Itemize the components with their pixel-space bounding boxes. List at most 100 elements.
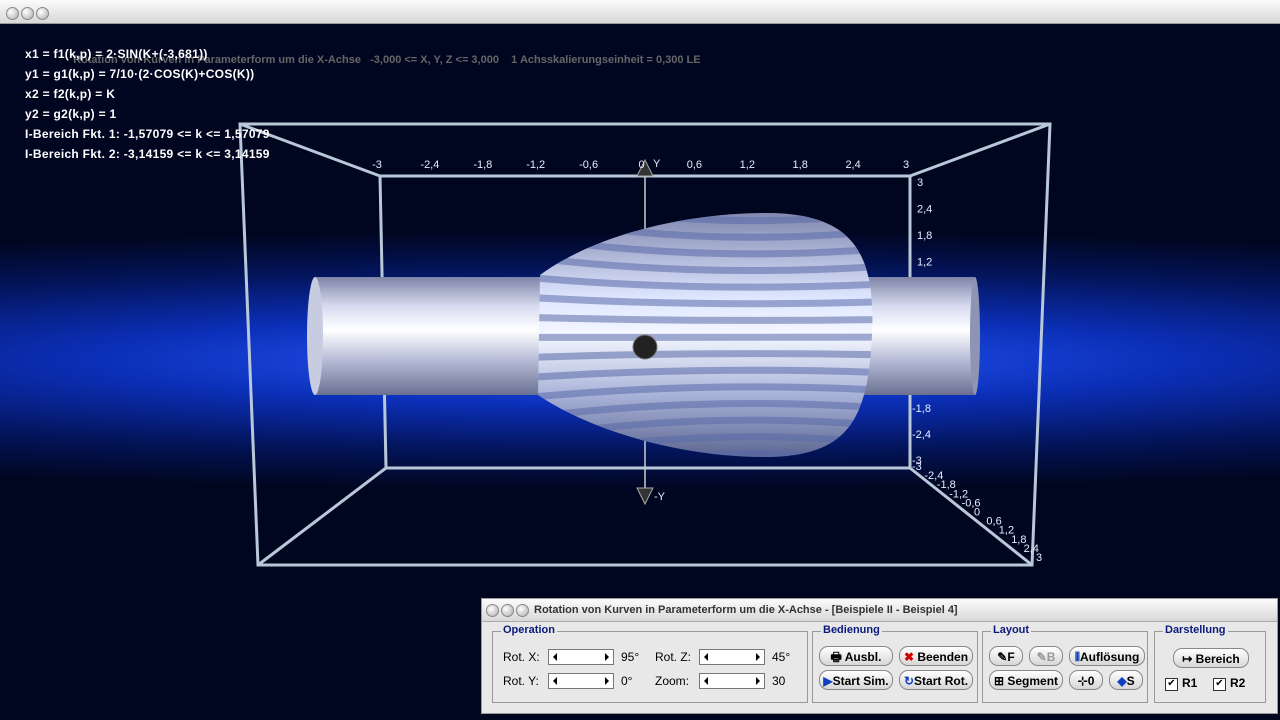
group-title: Layout xyxy=(991,624,1032,636)
axis-tick-label: -0,6 xyxy=(962,497,981,509)
s-button[interactable]: ◆S xyxy=(1109,670,1143,690)
button-label: Beenden xyxy=(917,650,969,664)
layout-group: Layout ✎F ✎B ⦀Auflösung ⊞ Segment ⊹0 ◆S xyxy=(982,624,1148,703)
axis-tick-label: 1,8 xyxy=(793,159,808,171)
surface-stripe xyxy=(538,274,873,291)
axis-tick-label: 0,6 xyxy=(986,516,1001,528)
surface-stripe xyxy=(538,400,873,421)
axis-tick-label: -3 xyxy=(912,455,922,467)
surface-stripe xyxy=(538,383,873,401)
button-label: B xyxy=(1046,650,1056,664)
button-label: 0 xyxy=(1087,674,1095,688)
surface-stripe xyxy=(538,254,873,275)
axis-tick-label: -1,8 xyxy=(473,159,492,171)
bereich-button[interactable]: ↦ Bereich xyxy=(1173,648,1249,668)
axis-tick-label: -1,2 xyxy=(526,159,545,171)
window-title: Rotation von Kurven in Parameterform um … xyxy=(73,54,701,66)
axis-tick-label: 3 xyxy=(1036,552,1042,564)
formula-list: x1 = f1(k,p) = 2·SIN(K+(-3,681)) y1 = g1(… xyxy=(25,44,270,164)
axis-tick-label: 3 xyxy=(917,177,923,189)
axis-tick-label: 2,4 xyxy=(845,159,860,171)
formula-line: I-Bereich Fkt. 2: -3,14159 <= k <= 3,141… xyxy=(25,147,270,161)
panel-titlebar: Rotation von Kurven in Parameterform um … xyxy=(482,599,1277,622)
rot-z-label: Rot. Z: xyxy=(655,650,692,664)
axis-tick-label: 1,8 xyxy=(1011,534,1026,546)
formula-line: x1 = f1(k,p) = 2·SIN(K+(-3,681)) xyxy=(25,47,208,61)
beenden-button[interactable]: ✖ Beenden xyxy=(899,646,973,666)
axis-tick-label: 1,2 xyxy=(917,257,932,269)
axis-tick-label: -3 xyxy=(912,461,922,473)
surface-stripe xyxy=(538,449,873,458)
axis-tick-label: 0,6 xyxy=(687,159,702,171)
axis-tick-label: -1,8 xyxy=(937,479,956,491)
b-button[interactable]: ✎B xyxy=(1029,646,1063,666)
rot-x-slider[interactable] xyxy=(548,649,614,665)
ausbl-button[interactable]: 🖶 Ausbl. xyxy=(819,646,893,666)
panel-controls[interactable] xyxy=(486,603,531,625)
axis-tick-label: -2,4 xyxy=(420,159,439,171)
surface-stripe xyxy=(538,350,873,361)
operation-group: Operation Rot. X: 95° Rot. Y: 0° Rot. Z:… xyxy=(492,624,808,703)
group-title: Operation xyxy=(501,624,557,636)
group-title: Bedienung xyxy=(821,624,882,636)
zero-button[interactable]: ⊹0 xyxy=(1069,670,1103,690)
zoom-slider[interactable] xyxy=(699,673,765,689)
rot-y-slider[interactable] xyxy=(548,673,614,689)
axis-tick-label: -2,4 xyxy=(912,429,931,441)
start-rot-button[interactable]: ↻Start Rot. xyxy=(899,670,973,690)
rot-z-value: 45° xyxy=(772,650,791,664)
formula-line: y1 = g1(k,p) = 7/10·(2·COS(K)+COS(K)) xyxy=(25,67,255,81)
axis-tick-label: 1,2 xyxy=(740,159,755,171)
aufloesung-button[interactable]: ⦀Auflösung xyxy=(1069,646,1145,666)
window-controls[interactable] xyxy=(6,5,51,29)
axis-tick-label: 1,8 xyxy=(917,230,932,242)
y-axis-label: Y xyxy=(653,158,661,170)
rotation-body xyxy=(307,178,980,458)
y-axis-neg-label: -Y xyxy=(654,491,666,503)
axis-tick-label: -1,8 xyxy=(912,403,931,415)
surface-stripe xyxy=(538,313,873,324)
group-title: Darstellung xyxy=(1163,624,1228,636)
window-titlebar: Rotation von Kurven in Parameterform um … xyxy=(0,0,1280,66)
start-sim-button[interactable]: ▶Start Sim. xyxy=(819,670,893,690)
button-label: S xyxy=(1126,674,1135,688)
axis-tick-label: 2,4 xyxy=(917,204,932,216)
surface-stripe xyxy=(538,212,873,225)
darstellung-group: Darstellung ↦ Bereich ✔ R1 ✔ R2 xyxy=(1154,624,1266,703)
axis-tick-label: -3 xyxy=(372,159,382,171)
rot-z-slider[interactable] xyxy=(699,649,765,665)
button-label: Segment xyxy=(1007,674,1059,688)
button-label: F xyxy=(1007,650,1015,664)
segment-button[interactable]: ⊞ Segment xyxy=(989,670,1063,690)
control-panel: Rotation von Kurven in Parameterform um … xyxy=(481,598,1278,714)
rot-y-label: Rot. Y: xyxy=(503,674,539,688)
r2-checkbox[interactable]: ✔ xyxy=(1213,678,1226,691)
axis-tick-label: 3 xyxy=(903,159,909,171)
axis-tick-label: -2,4 xyxy=(924,470,943,482)
axis-tick-label: 0 xyxy=(638,159,644,171)
formula-line: I-Bereich Fkt. 1: -1,57079 <= k <= 1,570… xyxy=(25,127,270,141)
rot-y-value: 0° xyxy=(621,674,633,688)
button-label: Start Sim. xyxy=(832,674,889,688)
axis-tick-label: 2,4 xyxy=(1024,543,1039,555)
button-label: Auflösung xyxy=(1079,650,1140,664)
button-label: Ausbl. xyxy=(844,650,882,664)
surface-stripe xyxy=(530,178,880,204)
r1-checkbox[interactable]: ✔ xyxy=(1165,678,1178,691)
y-arrow-down xyxy=(636,487,654,506)
r2-label: R2 xyxy=(1230,676,1246,690)
surface-stripe xyxy=(538,293,873,308)
axis-tick-label: 1,2 xyxy=(999,525,1014,537)
rot-x-label: Rot. X: xyxy=(503,650,540,664)
axis-tick-label: 0 xyxy=(974,507,980,519)
button-label: Start Rot. xyxy=(914,674,969,688)
r1-label: R1 xyxy=(1182,676,1198,690)
axis-tick-label: -1,2 xyxy=(949,488,968,500)
formula-line: y2 = g2(k,p) = 1 xyxy=(25,107,117,121)
axis-tick-label: -0,6 xyxy=(579,159,598,171)
panel-title: Rotation von Kurven in Parameterform um … xyxy=(534,604,958,616)
f-button[interactable]: ✎F xyxy=(989,646,1023,666)
